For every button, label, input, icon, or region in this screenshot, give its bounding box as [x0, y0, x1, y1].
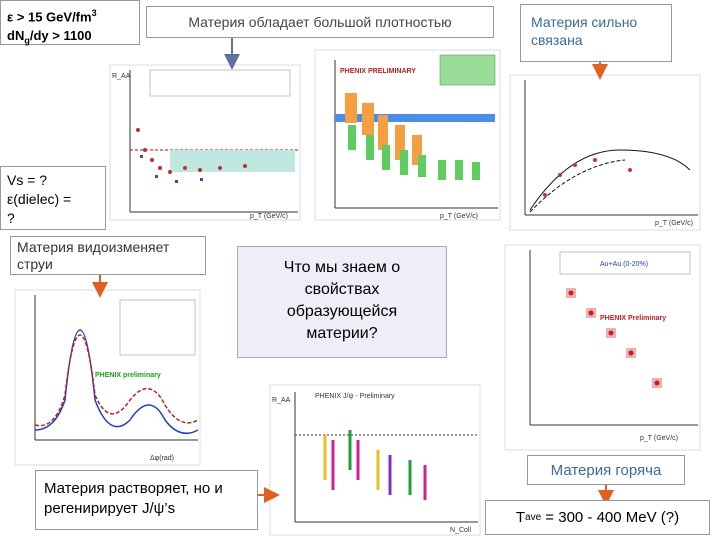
- jets-label: Материя видоизменяет струи: [10, 236, 206, 275]
- text: T: [515, 509, 526, 526]
- x-axis-label: p_T (GeV/c): [640, 435, 678, 442]
- jpsi-label: Материя растворяет, но и регенирирует J/…: [35, 470, 258, 530]
- x-axis-label: p_T (GeV/c): [655, 220, 693, 227]
- text: 3: [91, 8, 97, 18]
- y-axis-label: R_AA: [112, 73, 131, 80]
- plot-raa-centrality: PHENIX PRELIMINARY p_T (GeV/c): [314, 49, 501, 221]
- x-axis-label: p_T (GeV/c): [440, 213, 478, 220]
- plot-title: Au+Au (0-20%): [600, 261, 648, 268]
- plot-banner: PHENIX PRELIMINARY: [340, 68, 416, 75]
- text: /dy > 1100: [29, 28, 92, 44]
- energy-box: ε > 15 GeV/fm3 dNg/dy > 1100: [0, 0, 140, 46]
- text: Vs = ?: [7, 172, 48, 188]
- y-axis-label: R_AA: [272, 397, 291, 404]
- density-label: Материя обладает большой плотностью: [146, 6, 494, 38]
- plot-banner: PHENIX preliminary: [95, 372, 161, 379]
- text: ?: [7, 210, 15, 226]
- plot-title: PHENIX J/ψ - Preliminary: [315, 393, 395, 400]
- plot-jet-correlation: PHENIX preliminary Δφ(rad): [14, 289, 201, 466]
- hot-label: Материя горяча: [527, 455, 685, 485]
- text: g: [24, 35, 30, 46]
- plot-flow: p_T (GeV/c): [509, 74, 701, 231]
- x-axis-label: Δφ(rad): [150, 455, 174, 462]
- plot-raa-pi0: R_AA p_T (GeV/c): [109, 64, 301, 221]
- x-axis-label: p_T (GeV/c): [250, 213, 288, 220]
- text: ave: [525, 512, 542, 523]
- plot-banner: PHENIX Preliminary: [600, 315, 666, 322]
- x-axis-label: N_Coll: [450, 527, 471, 534]
- text: dN: [7, 28, 25, 44]
- viscosity-box: Vs = ? ε(dielec) = ?: [0, 166, 106, 230]
- plot-direct-photon: Au+Au (0-20%) PHENIX Preliminary p_T (Ge…: [504, 244, 701, 451]
- text: ε > 15 GeV/fm: [7, 9, 92, 25]
- text: ε(dielec) =: [7, 191, 72, 207]
- question: Что мы знаем о свойствах образующейся ма…: [237, 246, 447, 358]
- plot-jpsi: PHENIX J/ψ - Preliminary R_AA N_Coll: [269, 384, 481, 536]
- coupling-label: Материя сильно связана: [520, 4, 672, 62]
- text: = 300 - 400 MeV (?): [541, 509, 680, 526]
